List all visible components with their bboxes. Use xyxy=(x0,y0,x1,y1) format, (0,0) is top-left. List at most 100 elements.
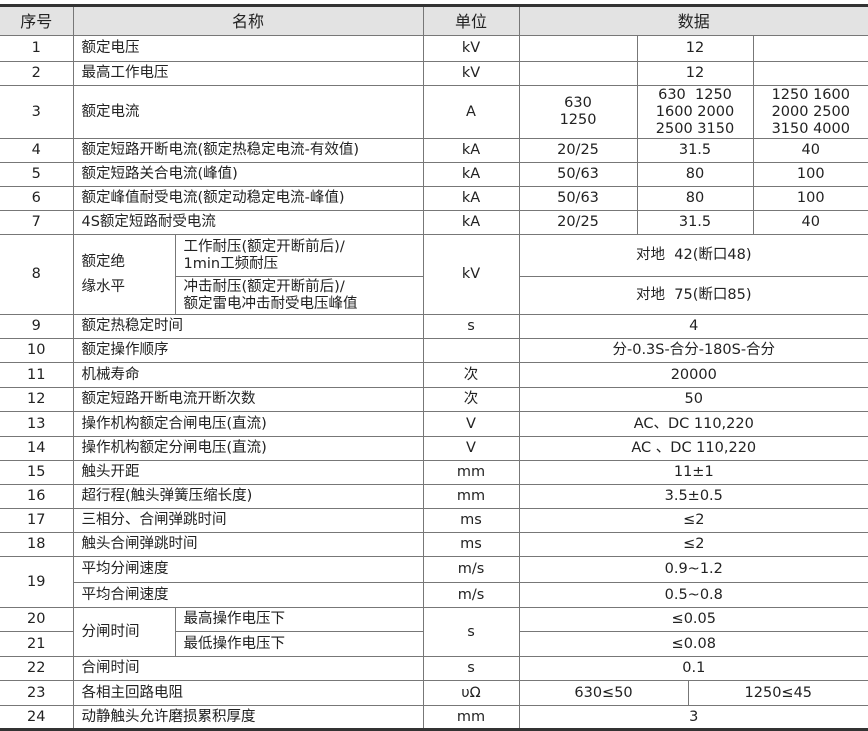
row-name: 合闸时间 xyxy=(72,656,424,681)
table-row: 平均合闸速度 m/s 0.5~0.8 xyxy=(0,582,868,608)
row-value: 50/63 xyxy=(518,162,638,187)
row-no: 24 xyxy=(0,705,74,731)
row-value: ≤2 xyxy=(518,532,868,557)
row-name: 操作机构额定合闸电压(直流) xyxy=(72,411,424,437)
row-no: 5 xyxy=(0,162,74,187)
table-row: 19 平均分闸速度 m/s 0.9~1.2 xyxy=(0,556,868,608)
row-value: 1250≤45 xyxy=(687,680,868,706)
row-no: 8 xyxy=(0,234,74,315)
value-line: 2000 2500 xyxy=(771,103,850,120)
row-unit: s xyxy=(422,656,520,681)
row-no: 23 xyxy=(0,680,74,706)
row-unit: kA xyxy=(422,162,520,187)
table-row: 3 额定电流 A 630 1250 630 1250 1600 2000 2500 3… xyxy=(0,85,868,139)
row-name: 额定短路开断电流(额定热稳定电流-有效值) xyxy=(72,138,424,163)
table-row: 冲击耐压(额定开断前后)/额定雷电冲击耐受电压峰值 对地 75(断口85) xyxy=(0,276,868,315)
row-unit: 次 xyxy=(422,387,520,412)
row-no: 22 xyxy=(0,656,74,681)
table-row: 6 额定峰值耐受电流(额定动稳定电流-峰值) kA 50/63 80 100 xyxy=(0,186,868,211)
row-unit: ms xyxy=(422,508,520,533)
row-no: 14 xyxy=(0,436,74,461)
row-name: 三相分、合闸弹跳时间 xyxy=(72,508,424,533)
table-row: 8 额定绝 缘水平 工作耐压(额定开断前后)/1min工频耐压 kV 对地 42(… xyxy=(0,234,868,315)
table-row: 1 额定电压 kV 12 xyxy=(0,35,868,62)
row-name: 触头开距 xyxy=(72,460,424,485)
value-line: 1600 2000 xyxy=(655,103,735,120)
row-unit: kA xyxy=(422,186,520,211)
table-row: 15 触头开距 mm 11±1 xyxy=(0,460,868,485)
row-name: 4S额定短路耐受电流 xyxy=(72,210,424,235)
row-unit: mm xyxy=(422,484,520,509)
row-value: 100 xyxy=(752,186,868,211)
row-value: 对地 42(断口48) xyxy=(518,234,868,277)
row-no: 17 xyxy=(0,508,74,533)
table-row: 10 额定操作顺序 分-0.3S-合分-180S-合分 xyxy=(0,338,868,363)
row-value: 50/63 xyxy=(518,186,638,211)
table-row: 24 动静触头允许磨损累积厚度 mm 3 xyxy=(0,705,868,731)
row-no: 4 xyxy=(0,138,74,163)
row-unit: A xyxy=(422,85,520,139)
name-line: 缘水平 xyxy=(81,278,126,295)
row-unit: υΩ xyxy=(422,680,520,706)
row-value: 12 xyxy=(636,35,754,62)
row-no: 18 xyxy=(0,532,74,557)
row-value: 31.5 xyxy=(636,210,754,235)
table-row: 20 分闸时间 最高操作电压下 s ≤0.05 xyxy=(0,607,868,657)
row-unit: V xyxy=(422,411,520,437)
table-row: 17 三相分、合闸弹跳时间 ms ≤2 xyxy=(0,508,868,533)
row-unit xyxy=(422,338,520,363)
header-data: 数据 xyxy=(518,4,868,36)
table-row: 7 4S额定短路耐受电流 kA 20/25 31.5 40 xyxy=(0,210,868,235)
name-line: 工作耐压(额定开断前后)/ xyxy=(183,238,345,255)
row-no: 19 xyxy=(0,556,74,608)
row-unit: s xyxy=(422,314,520,339)
row-value: 对地 75(断口85) xyxy=(518,276,868,315)
row-name: 平均分闸速度 xyxy=(72,556,424,583)
value-line: 1250 1600 xyxy=(771,86,850,103)
value-line: 3150 4000 xyxy=(771,120,850,137)
header-row: 序号 名称 单位 数据 xyxy=(0,4,868,36)
row-unit: kV xyxy=(422,61,520,86)
row-value: 3.5±0.5 xyxy=(518,484,868,509)
row-no: 3 xyxy=(0,85,74,139)
row-value: 11±1 xyxy=(518,460,868,485)
row-unit: kV xyxy=(422,35,520,62)
row-value xyxy=(752,35,868,62)
row-name: 额定电流 xyxy=(72,85,424,139)
row-unit: kV xyxy=(422,234,520,315)
row-name: 额定热稳定时间 xyxy=(72,314,424,339)
row-value: 630 1250 xyxy=(518,85,638,139)
row-value: 3 xyxy=(518,705,868,731)
row-no: 15 xyxy=(0,460,74,485)
row-value: 50 xyxy=(518,387,868,412)
row-group-name: 分闸时间 xyxy=(72,607,176,657)
spec-table: 序号 名称 单位 数据 1 额定电压 kV 12 2 最高工作电压 kV 12 … xyxy=(0,4,868,731)
row-value: 80 xyxy=(636,186,754,211)
header-unit: 单位 xyxy=(422,4,520,36)
row-unit: mm xyxy=(422,705,520,731)
table-row: 16 超行程(触头弹簧压缩长度) mm 3.5±0.5 xyxy=(0,484,868,509)
row-sub-name: 工作耐压(额定开断前后)/1min工频耐压 xyxy=(174,234,424,277)
row-unit: m/s xyxy=(422,556,520,583)
row-value: 31.5 xyxy=(636,138,754,163)
header-no: 序号 xyxy=(0,4,74,36)
row-no: 16 xyxy=(0,484,74,509)
row-value: 0.9~1.2 xyxy=(518,556,868,583)
row-value: 80 xyxy=(636,162,754,187)
table-row: 12 额定短路开断电流开断次数 次 50 xyxy=(0,387,868,412)
row-unit: 次 xyxy=(422,362,520,388)
table-row: 2 最高工作电压 kV 12 xyxy=(0,61,868,86)
row-name: 最高工作电压 xyxy=(72,61,424,86)
row-unit: V xyxy=(422,436,520,461)
row-no: 20 xyxy=(0,607,74,632)
row-name: 额定峰值耐受电流(额定动稳定电流-峰值) xyxy=(72,186,424,211)
table-row: 9 额定热稳定时间 s 4 xyxy=(0,314,868,339)
row-value: 20000 xyxy=(518,362,868,388)
row-value: ≤0.05 xyxy=(518,607,868,632)
row-no: 2 xyxy=(0,61,74,86)
row-name: 平均合闸速度 xyxy=(73,582,424,608)
row-value: AC、DC 110,220 xyxy=(518,411,868,437)
row-value: 630 1250 1600 2000 2500 3150 xyxy=(636,85,754,139)
row-sub-name: 最低操作电压下 xyxy=(174,631,424,657)
row-unit: m/s xyxy=(422,582,520,608)
